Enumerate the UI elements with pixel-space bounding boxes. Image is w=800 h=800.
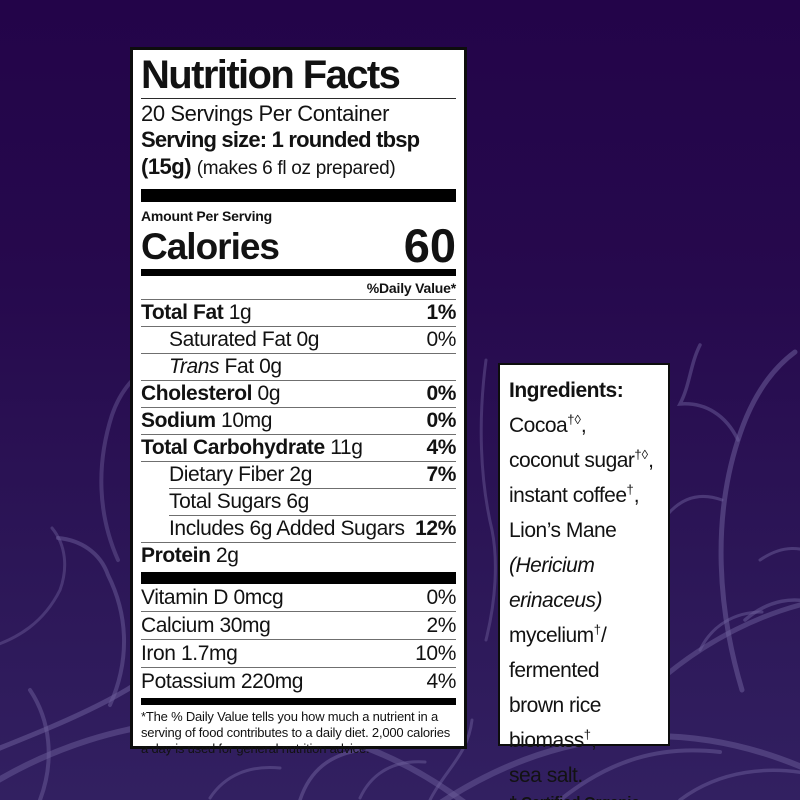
nutrient-name: Includes 6g Added Sugars — [169, 517, 405, 540]
ingredient-line-fermented: fermented — [509, 659, 600, 682]
nutrient-name: Total Sugars 6g — [169, 490, 309, 513]
ingredient-line-biomass: biomass†, — [509, 727, 597, 752]
ingredient-line-cocoa: Cocoa†◊, — [509, 412, 587, 437]
nutrient-name: Vitamin D 0mcg — [141, 585, 284, 609]
nutrient-row-protein: Protein 2g — [141, 542, 456, 569]
nutrient-row-dietary-fiber: Dietary Fiber 2g 7% — [141, 461, 456, 488]
certified-organic-note: † Certified Organic — [509, 793, 659, 800]
daily-value: 0% — [426, 382, 456, 405]
vitamin-row-potassium: Potassium 220mg 4% — [141, 667, 456, 695]
ingredient-line-hericium: (Hericium — [509, 554, 595, 577]
ingredients-title: Ingredients: — [509, 379, 624, 402]
ingredients-panel: Ingredients: Cocoa†◊, coconut sugar†◊, i… — [498, 363, 670, 800]
nutrient-name: Trans Fat 0g — [169, 355, 282, 378]
nutrient-name: Calcium 30mg — [141, 613, 271, 637]
daily-value-footnote: *The % Daily Value tells you how much a … — [141, 709, 451, 756]
divider — [141, 98, 456, 99]
daily-value: 7% — [426, 463, 456, 486]
nutrient-name: Total Carbohydrate 11g — [141, 436, 363, 459]
ingredient-line-lions-mane: Lion’s Mane — [509, 519, 617, 542]
daily-value: 4% — [426, 436, 456, 459]
nutrient-name: Dietary Fiber 2g — [169, 463, 312, 486]
thick-divider-bar — [141, 189, 456, 202]
vitamin-row-vitamin-d: Vitamin D 0mcg 0% — [141, 584, 456, 611]
daily-value: 1% — [426, 301, 456, 324]
nutrient-row-sodium: Sodium 10mg 0% — [141, 407, 456, 434]
medium-divider-bar — [141, 698, 456, 705]
nutrient-name: Potassium 220mg — [141, 669, 304, 693]
amount-per-serving-label: Amount Per Serving — [141, 208, 272, 224]
daily-value-header: %Daily Value* — [366, 280, 456, 296]
daily-value: 4% — [426, 669, 456, 693]
daily-value: 12% — [415, 517, 456, 540]
vitamin-row-calcium: Calcium 30mg 2% — [141, 611, 456, 639]
nutrient-row-trans-fat: Trans Fat 0g — [141, 353, 456, 380]
daily-value: 2% — [426, 613, 456, 637]
thick-divider-bar — [141, 572, 456, 584]
daily-value: 0% — [426, 585, 456, 609]
serving-size-weight-line: (15g) (makes 6 fl oz prepared) — [141, 153, 456, 182]
ingredient-line-coconut-sugar: coconut sugar†◊, — [509, 447, 654, 472]
daily-value: 0% — [426, 409, 456, 432]
nutrition-facts-label: Nutrition Facts 20 Servings Per Containe… — [130, 47, 467, 756]
daily-value: 0% — [426, 328, 456, 351]
ingredient-line-instant-coffee: instant coffee†, — [509, 482, 640, 507]
medium-divider-bar — [141, 269, 456, 276]
nutrition-facts-title: Nutrition Facts — [141, 53, 401, 97]
calories-row: Calories 60 — [141, 219, 456, 272]
nutrient-name: Saturated Fat 0g — [169, 328, 320, 351]
serving-note: (makes 6 fl oz prepared) — [196, 158, 396, 179]
nutrient-name: Total Fat 1g — [141, 301, 252, 324]
daily-value: 10% — [415, 641, 456, 665]
nutrient-name: Cholesterol 0g — [141, 382, 281, 405]
ingredient-line-mycelium: mycelium†/ — [509, 622, 607, 647]
nutrient-row-total-fat: Total Fat 1g 1% — [141, 299, 456, 326]
calories-label: Calories — [141, 226, 280, 267]
nutrient-row-total-sugars: Total Sugars 6g — [169, 488, 456, 515]
serving-size-line: Serving size: 1 rounded tbsp — [141, 127, 420, 152]
nutrient-row-total-carbohydrate: Total Carbohydrate 11g 4% — [141, 434, 456, 461]
ingredient-line-sea-salt: sea salt. — [509, 764, 583, 787]
nutrient-row-cholesterol: Cholesterol 0g 0% — [141, 380, 456, 407]
nutrient-row-added-sugars: Includes 6g Added Sugars 12% — [169, 515, 456, 542]
nutrient-name: Sodium 10mg — [141, 409, 272, 432]
nutrient-row-saturated-fat: Saturated Fat 0g 0% — [141, 326, 456, 353]
ingredient-line-brown-rice: brown rice — [509, 694, 601, 717]
calories-value: 60 — [403, 219, 456, 272]
nutrient-name: Iron 1.7mg — [141, 641, 238, 665]
serving-weight: (15g) — [141, 154, 192, 179]
nutrient-name: Protein 2g — [141, 544, 239, 567]
ingredient-line-erinaceus: erinaceus) — [509, 589, 603, 612]
vitamin-row-iron: Iron 1.7mg 10% — [141, 639, 456, 667]
servings-per-container: 20 Servings Per Container — [141, 101, 390, 126]
